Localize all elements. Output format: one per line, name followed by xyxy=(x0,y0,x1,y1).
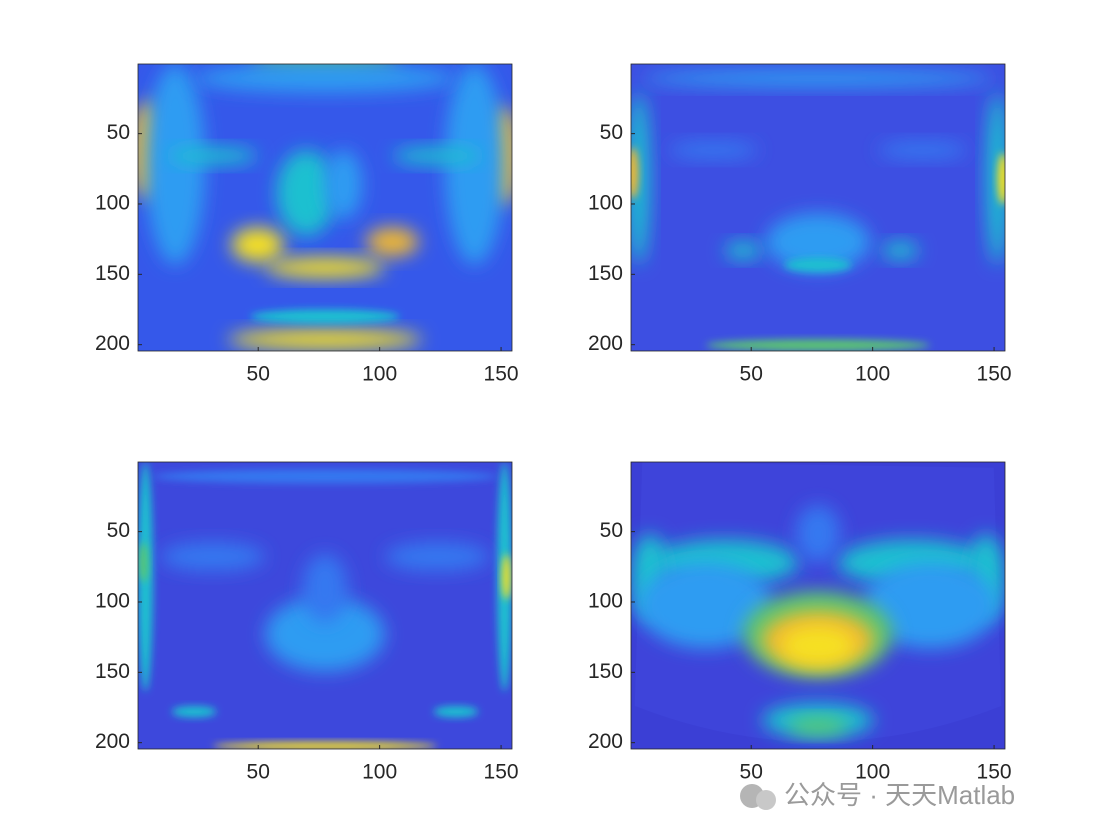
x-tick-label: 50 xyxy=(247,761,270,784)
image-region xyxy=(302,553,348,623)
axes-box xyxy=(137,461,513,750)
y-tick-label: 50 xyxy=(107,519,130,542)
image-region xyxy=(325,150,363,219)
image-region xyxy=(501,553,511,600)
axes: 50 100 150 50 100 150 200 xyxy=(588,461,1012,784)
y-tick-label: 200 xyxy=(95,730,130,753)
x-tick-label: 100 xyxy=(362,363,397,386)
image-region xyxy=(788,717,848,735)
axes-box xyxy=(630,461,1006,750)
image-region xyxy=(231,227,284,263)
y-tick-label: 100 xyxy=(95,192,130,215)
x-tick-label: 50 xyxy=(740,761,763,784)
x-tick-label: 50 xyxy=(740,363,763,386)
image-region xyxy=(877,141,968,159)
image-region xyxy=(167,147,258,165)
image-region xyxy=(444,64,505,265)
image-region xyxy=(212,741,438,749)
y-tick-label: 200 xyxy=(588,730,623,753)
image-region xyxy=(152,469,498,484)
image-region xyxy=(795,505,841,563)
image-region xyxy=(433,705,479,718)
y-tick-label: 100 xyxy=(95,590,130,613)
image-region xyxy=(265,257,385,278)
image-region xyxy=(160,542,266,572)
watermark-text: 公众号 · 天天Matlab xyxy=(784,780,1015,810)
y-tick-label: 100 xyxy=(588,590,623,613)
image-region xyxy=(765,213,871,271)
y-tick-label: 150 xyxy=(588,660,623,683)
image-region xyxy=(780,625,856,666)
y-tick-label: 50 xyxy=(107,121,130,144)
image xyxy=(138,462,512,749)
image-region xyxy=(631,147,639,199)
image xyxy=(631,64,1005,351)
y-tick-label: 50 xyxy=(600,519,623,542)
image-region xyxy=(986,92,1005,265)
y-tick-label: 150 xyxy=(95,262,130,285)
x-tick-label: 150 xyxy=(484,761,519,784)
image-region xyxy=(705,339,931,351)
image-background xyxy=(631,64,1005,351)
image-region xyxy=(250,309,400,324)
image-region xyxy=(227,329,423,350)
image-region xyxy=(668,141,759,159)
image-region xyxy=(194,64,456,93)
axes-box xyxy=(137,63,513,352)
image-region xyxy=(997,152,1005,205)
x-tick-label: 50 xyxy=(247,363,270,386)
image-region xyxy=(862,562,998,649)
image-region xyxy=(139,542,149,583)
image-region xyxy=(384,542,490,572)
x-tick-label: 150 xyxy=(977,761,1012,784)
y-tick-label: 200 xyxy=(95,332,130,355)
axes-box xyxy=(630,63,1006,352)
image xyxy=(631,462,1005,749)
image xyxy=(138,64,512,351)
y-tick-label: 50 xyxy=(600,121,623,144)
image-region xyxy=(881,241,919,260)
image-region xyxy=(392,147,483,165)
axes: 50 100 150 50 100 150 200 xyxy=(95,63,519,386)
image-region xyxy=(631,92,650,265)
axes: 50 100 150 50 100 150 200 xyxy=(95,461,519,784)
image-region xyxy=(276,150,337,237)
image-region xyxy=(642,69,994,87)
image-region xyxy=(265,596,385,672)
y-tick-label: 150 xyxy=(95,660,130,683)
x-tick-label: 150 xyxy=(484,363,519,386)
x-tick-label: 100 xyxy=(855,761,890,784)
image-region xyxy=(171,705,217,718)
y-tick-label: 100 xyxy=(588,192,623,215)
x-tick-label: 100 xyxy=(855,363,890,386)
watermark: 公众号 · 天天Matlab xyxy=(740,780,1015,810)
image-region xyxy=(366,227,419,257)
image-region xyxy=(784,257,852,273)
image-region xyxy=(638,562,774,649)
axes: 50 100 150 50 100 150 200 xyxy=(588,63,1012,386)
x-tick-label: 150 xyxy=(977,363,1012,386)
y-tick-label: 150 xyxy=(588,262,623,285)
x-tick-label: 100 xyxy=(362,761,397,784)
y-tick-label: 200 xyxy=(588,332,623,355)
image-region xyxy=(724,241,762,260)
image-region xyxy=(145,64,206,265)
